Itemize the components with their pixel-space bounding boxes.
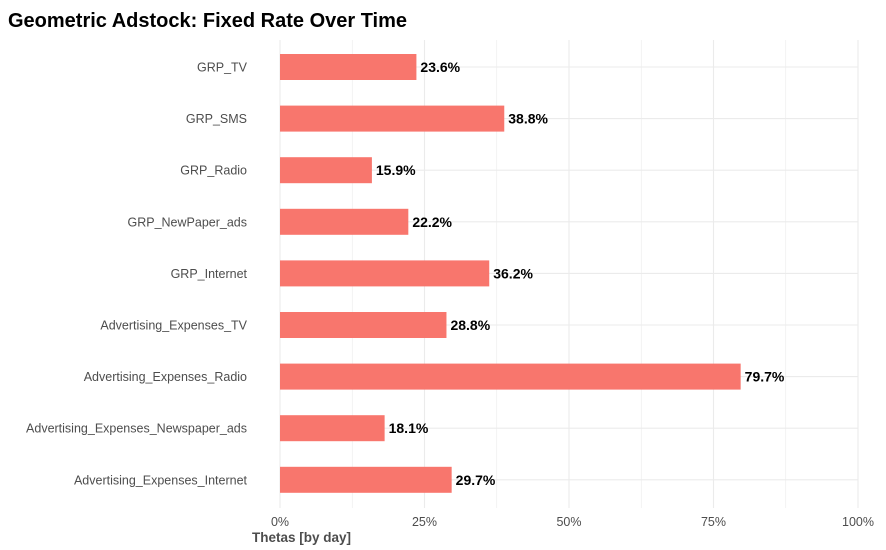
bar [280, 54, 417, 80]
category-label: GRP_Radio [180, 164, 247, 178]
bar [280, 105, 505, 132]
category-label: Advertising_Expenses_TV [100, 319, 247, 333]
x-tick-label: 75% [701, 515, 726, 529]
category-label: Advertising_Expenses_Internet [74, 473, 248, 487]
bar [280, 157, 372, 184]
bar [280, 208, 409, 235]
category-label: Advertising_Expenses_Radio [84, 370, 247, 384]
category-label: Advertising_Expenses_Newspaper_ads [26, 422, 247, 436]
data-label: 36.2% [493, 265, 533, 281]
x-tick-label: 0% [271, 515, 289, 529]
data-label: 29.7% [456, 472, 496, 488]
category-label: GRP_Internet [171, 267, 248, 281]
bar [280, 312, 447, 338]
data-label: 23.6% [420, 59, 460, 75]
data-label: 79.7% [745, 369, 785, 385]
data-label: 22.2% [412, 214, 452, 230]
x-tick-label: 50% [556, 515, 581, 529]
x-tick-label: 100% [842, 515, 874, 529]
bar [280, 260, 490, 287]
bar [280, 363, 741, 390]
category-label: GRP_NewPaper_ads [127, 215, 247, 229]
data-label: 15.9% [376, 162, 416, 178]
category-labels: GRP_TV GRP_SMS GRP_Radio GRP_NewPaper_ads GR… [26, 61, 248, 488]
bar [280, 466, 452, 493]
data-labels: 23.6% 38.8% 15.9% 22.2% 36.2% 28.8% 79.7% 18.1%… [376, 59, 785, 488]
x-tick-labels: 0% 25% 50% 75% 100% [271, 515, 874, 529]
data-label: 28.8% [450, 317, 490, 333]
data-label: 38.8% [508, 111, 548, 127]
data-label: 18.1% [389, 420, 429, 436]
category-label: GRP_TV [197, 61, 248, 75]
category-label: GRP_SMS [186, 112, 247, 126]
bar [280, 415, 385, 442]
chart-title: Geometric Adstock: Fixed Rate Over Time [8, 10, 407, 32]
x-tick-label: 25% [412, 515, 437, 529]
x-axis-label: Thetas [by day] [252, 530, 351, 545]
bars [280, 54, 741, 493]
